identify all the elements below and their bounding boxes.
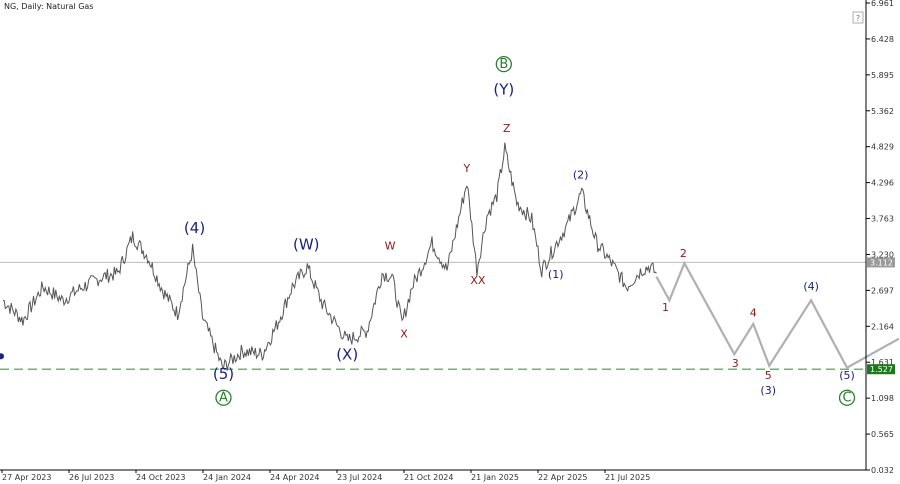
y-tick-label: 0.565 [871, 430, 894, 439]
wave-label-6: X [400, 327, 408, 340]
wave-label-8: XX [470, 274, 486, 287]
wave-label-19: (3) [760, 384, 776, 397]
current-price-label: 3.112 [870, 258, 893, 267]
wave-label-17: 4 [750, 306, 757, 319]
x-tick-label: 21 Oct 2024 [404, 473, 453, 482]
x-tick-label: 21 Jul 2025 [605, 473, 650, 482]
question-mark-icon[interactable]: ? [852, 11, 864, 24]
wave-label-7: Y [463, 162, 471, 175]
wave-label-B-circle: B [499, 57, 508, 72]
wave-label-13: (2) [573, 168, 589, 181]
y-tick-label: 1.098 [871, 394, 894, 403]
x-tick-label: 22 Apr 2025 [538, 473, 587, 482]
wave-circle-B [495, 55, 512, 73]
wave-label-A-circle: A [219, 391, 228, 406]
wave-label-21: (5) [839, 369, 855, 382]
y-tick-label: 6.428 [871, 35, 894, 44]
target-price-label: 1.527 [870, 365, 893, 374]
wave-label-12: (1) [548, 268, 564, 281]
wave-circle-A [215, 389, 232, 406]
left-edge-marker [0, 353, 4, 360]
y-tick-label: 2.164 [871, 322, 894, 331]
wave-label-14: 1 [662, 301, 669, 314]
x-tick-label: 24 Oct 2023 [136, 473, 185, 482]
x-tick-label: 26 Jul 2023 [69, 473, 114, 482]
symbol-label: NG, Daily: Natural Gas [4, 2, 94, 11]
wave-label-0: (4) [184, 219, 205, 237]
wave-label-C-circle: C [842, 391, 851, 406]
wave-label-18: 5 [765, 369, 772, 382]
wave-label-16: 3 [732, 357, 739, 370]
current-price-label-bg [867, 257, 895, 268]
y-tick-label: 3.230 [871, 250, 894, 259]
y-tick-label: 4.829 [871, 143, 894, 152]
svg-text:?: ? [856, 14, 860, 23]
wave-circle-C [838, 389, 856, 406]
y-tick-label: 5.895 [871, 71, 894, 80]
wave-label-20: (4) [803, 280, 819, 293]
x-tick-label: 24 Jan 2024 [203, 473, 251, 482]
wave-label-4: (X) [336, 346, 358, 364]
y-tick-label: 2.697 [871, 286, 894, 295]
y-tick-label: 1.631 [871, 358, 894, 367]
y-tick-label: 3.763 [871, 215, 894, 224]
wave-label-9: Z [503, 122, 511, 135]
y-tick-label: 0.032 [871, 466, 894, 475]
y-tick-label: 6.961 [871, 0, 894, 8]
y-tick-label: 4.296 [871, 179, 894, 188]
forecast-wave-path [655, 260, 900, 370]
wave-label-1: (5) [213, 365, 234, 383]
wave-label-15: 2 [680, 247, 687, 260]
wave-label-10: (Y) [493, 81, 514, 99]
x-tick-label: 23 Jul 2024 [337, 473, 382, 482]
wave-label-5: W [385, 240, 396, 253]
y-tick-label: 5.362 [871, 107, 894, 116]
x-tick-label: 27 Apr 2023 [2, 473, 51, 482]
wave-label-3: (W) [293, 236, 320, 254]
plot-area: (4) (5) A (W) (X) W X Y XX Z (Y) B (1) (2) 1 2 3 4 5 (3) (4)… [0, 55, 900, 406]
x-tick-label: 24 Apr 2024 [270, 473, 319, 482]
target-price-label-bg [867, 364, 895, 375]
x-tick-label: 21 Jan 2025 [471, 473, 519, 482]
price-series-line [2, 142, 657, 371]
